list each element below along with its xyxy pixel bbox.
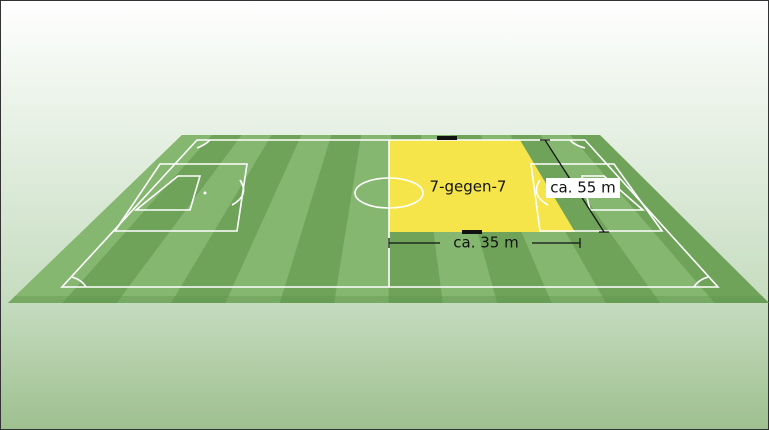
stripe (225, 135, 332, 303)
pitch-edge (8, 296, 769, 303)
goal-box-left (133, 175, 202, 211)
penalty-spot (203, 191, 207, 195)
goal (437, 136, 457, 140)
center-circle (354, 177, 424, 209)
corner-arc (569, 139, 586, 149)
penalty-arc-right (535, 179, 549, 206)
goal (462, 230, 482, 234)
stripe (8, 135, 212, 303)
corner-arc (196, 139, 211, 149)
stripes (8, 135, 715, 303)
width-dimension (388, 238, 581, 248)
corner-arc (693, 276, 709, 288)
penalty-box-left (113, 163, 248, 232)
length-label-bg (546, 178, 620, 198)
stripe (334, 135, 391, 303)
stripe (540, 135, 715, 303)
width-label: ca. 35 m (453, 234, 518, 252)
small-field (389, 140, 575, 232)
corner-arc (71, 276, 87, 288)
stripe (116, 135, 272, 303)
goal-box-right (580, 175, 646, 211)
penalty-box-right (530, 163, 664, 232)
length-label: ca. 55 m (550, 179, 615, 197)
penalty-arc-left (231, 179, 245, 206)
area-label: 7-gegen-7 (430, 178, 507, 196)
